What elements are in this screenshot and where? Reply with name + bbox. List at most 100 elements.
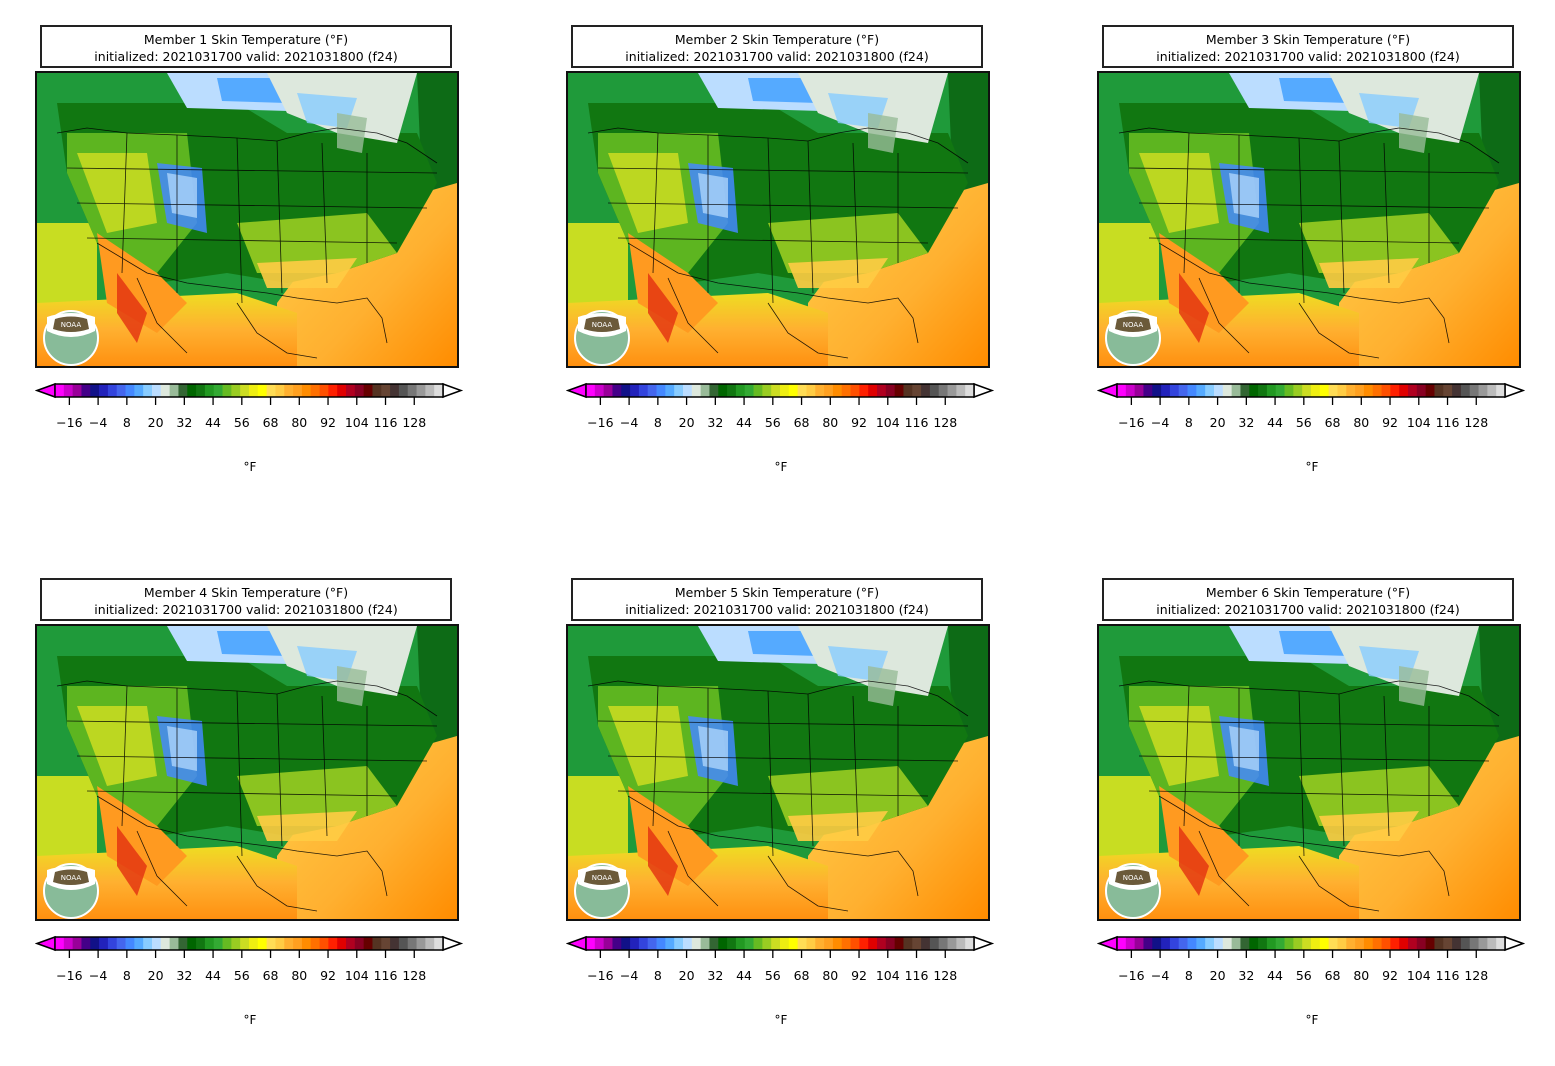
colorbar-swatch	[390, 937, 400, 950]
temperature-map: NOAA	[35, 624, 459, 921]
colorbar-tick-label: −16	[1118, 968, 1144, 983]
panel-title: Member 6 Skin Temperature (°F) initialize…	[1102, 578, 1514, 621]
colorbar-swatch	[1275, 384, 1285, 397]
colorbar-swatch	[1125, 937, 1136, 950]
colorbar-swatch	[1293, 384, 1303, 397]
colorbar: −16 −4 8 20 32 44 56 68 80 92 104 116 128	[1096, 935, 1526, 983]
colorbar-swatch	[683, 384, 693, 397]
colorbar-swatch	[72, 384, 82, 397]
colorbar-swatch	[1469, 937, 1479, 950]
colorbar-swatch	[310, 384, 320, 397]
colorbar-tick-label: 92	[1382, 968, 1398, 983]
colorbar-swatch	[1266, 384, 1277, 397]
colorbar-tick-label: 32	[176, 968, 192, 983]
colorbar-swatch	[885, 384, 896, 397]
colorbar-swatch	[1258, 937, 1268, 950]
colorbar-container: −16 −4 8 20 32 44 56 68 80 92 104 116 128	[34, 933, 465, 1053]
colorbar-swatch	[1416, 384, 1427, 397]
colorbar-swatch	[231, 937, 241, 950]
colorbar-tick-label: −4	[620, 968, 638, 983]
colorbar-swatch	[656, 384, 666, 397]
colorbar-swatch	[416, 384, 426, 397]
noaa-logo-graphic: NOAA	[43, 310, 99, 366]
colorbar-swatch	[797, 384, 807, 397]
colorbar-swatch	[1460, 937, 1471, 950]
colorbar-swatch	[665, 384, 675, 397]
colorbar-swatch	[621, 937, 631, 950]
colorbar-swatch	[222, 384, 232, 397]
colorbar-tick-label: 80	[291, 415, 307, 430]
colorbar-tick-label: 68	[263, 968, 279, 983]
colorbar-swatch	[1143, 937, 1153, 950]
colorbar-swatch	[850, 384, 860, 397]
colorbar-unit-label: °F	[243, 1013, 257, 1027]
colorbar-min-extend-arrow	[1096, 382, 1118, 399]
colorbar-swatch	[1443, 384, 1453, 397]
temperature-map: NOAA	[566, 624, 990, 921]
colorbar-frame	[1116, 936, 1506, 951]
colorbar-frame	[585, 936, 975, 951]
colorbar-swatch	[1399, 384, 1409, 397]
colorbar-tick-label: −4	[620, 415, 638, 430]
colorbar-tick-label: 104	[876, 968, 900, 983]
colorbar-swatch	[178, 937, 188, 950]
colorbar-tick-label: 116	[1436, 968, 1460, 983]
colorbar-swatch	[850, 937, 860, 950]
colorbar-swatch	[1134, 384, 1144, 397]
colorbar-swatch	[1222, 937, 1233, 950]
colorbar-swatch	[1161, 384, 1171, 397]
colorbar-swatch	[612, 937, 622, 950]
colorbar-frame	[54, 936, 444, 951]
svg-text:NOAA: NOAA	[61, 874, 82, 882]
colorbar-swatch	[222, 937, 232, 950]
colorbar-tick-label: −4	[89, 415, 107, 430]
colorbar-swatch	[1117, 384, 1127, 397]
noaa-logo-graphic: NOAA	[43, 863, 99, 919]
colorbar-swatch	[257, 384, 268, 397]
colorbar-swatch	[700, 937, 710, 950]
colorbar-swatch	[647, 937, 657, 950]
colorbar-swatch	[301, 384, 312, 397]
colorbar-tick-label: 104	[1407, 968, 1431, 983]
colorbar-swatch	[116, 384, 126, 397]
colorbar-tick-label: −16	[1118, 415, 1144, 430]
colorbar-tick-label: 116	[905, 968, 929, 983]
colorbar-swatch	[921, 937, 931, 950]
colorbar-tick-label: 20	[1210, 415, 1226, 430]
colorbar-swatch	[815, 384, 825, 397]
colorbar-swatch	[328, 937, 338, 950]
colorbar-tick-label: 68	[263, 415, 279, 430]
colorbar-swatch	[1240, 937, 1250, 950]
colorbar-min-extend-arrow	[34, 935, 56, 952]
colorbar-swatch	[1478, 937, 1488, 950]
colorbar-tick-label: 104	[876, 415, 900, 430]
colorbar-swatch	[709, 384, 719, 397]
colorbar-unit-label: °F	[243, 460, 257, 474]
colorbar-swatch	[134, 384, 144, 397]
colorbar-swatch	[656, 937, 666, 950]
colorbar-swatch	[1178, 937, 1188, 950]
colorbar-tick-label: 8	[1185, 968, 1193, 983]
colorbar-swatch	[72, 937, 82, 950]
colorbar-swatch	[1319, 937, 1330, 950]
colorbar-swatch	[1222, 384, 1233, 397]
colorbar-swatch	[1443, 937, 1453, 950]
colorbar-swatch	[107, 384, 118, 397]
colorbar-swatch	[134, 937, 144, 950]
colorbar-unit-label: °F	[774, 1013, 788, 1027]
colorbar-swatch	[1346, 937, 1356, 950]
colorbar-swatch	[586, 384, 596, 397]
colorbar: −16 −4 8 20 32 44 56 68 80 92 104 116 128	[1096, 382, 1526, 430]
colorbar-swatch	[275, 384, 285, 397]
colorbar-tick-label: 20	[679, 968, 695, 983]
temperature-map-graphic: NOAA	[1099, 626, 1519, 919]
colorbar-swatch	[319, 384, 329, 397]
colorbar: −16 −4 8 20 32 44 56 68 80 92 104 116 128	[565, 382, 995, 430]
colorbar-swatch	[735, 384, 746, 397]
colorbar-tick-label: 128	[402, 415, 426, 430]
colorbar-swatch	[152, 937, 162, 950]
colorbar-swatch	[1134, 937, 1144, 950]
temperature-map: NOAA	[35, 71, 459, 368]
colorbar-swatch	[381, 937, 391, 950]
colorbar-swatch	[912, 384, 922, 397]
